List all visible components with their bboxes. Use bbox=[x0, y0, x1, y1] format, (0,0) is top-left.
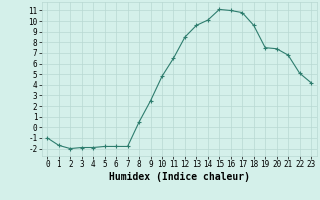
X-axis label: Humidex (Indice chaleur): Humidex (Indice chaleur) bbox=[109, 172, 250, 182]
